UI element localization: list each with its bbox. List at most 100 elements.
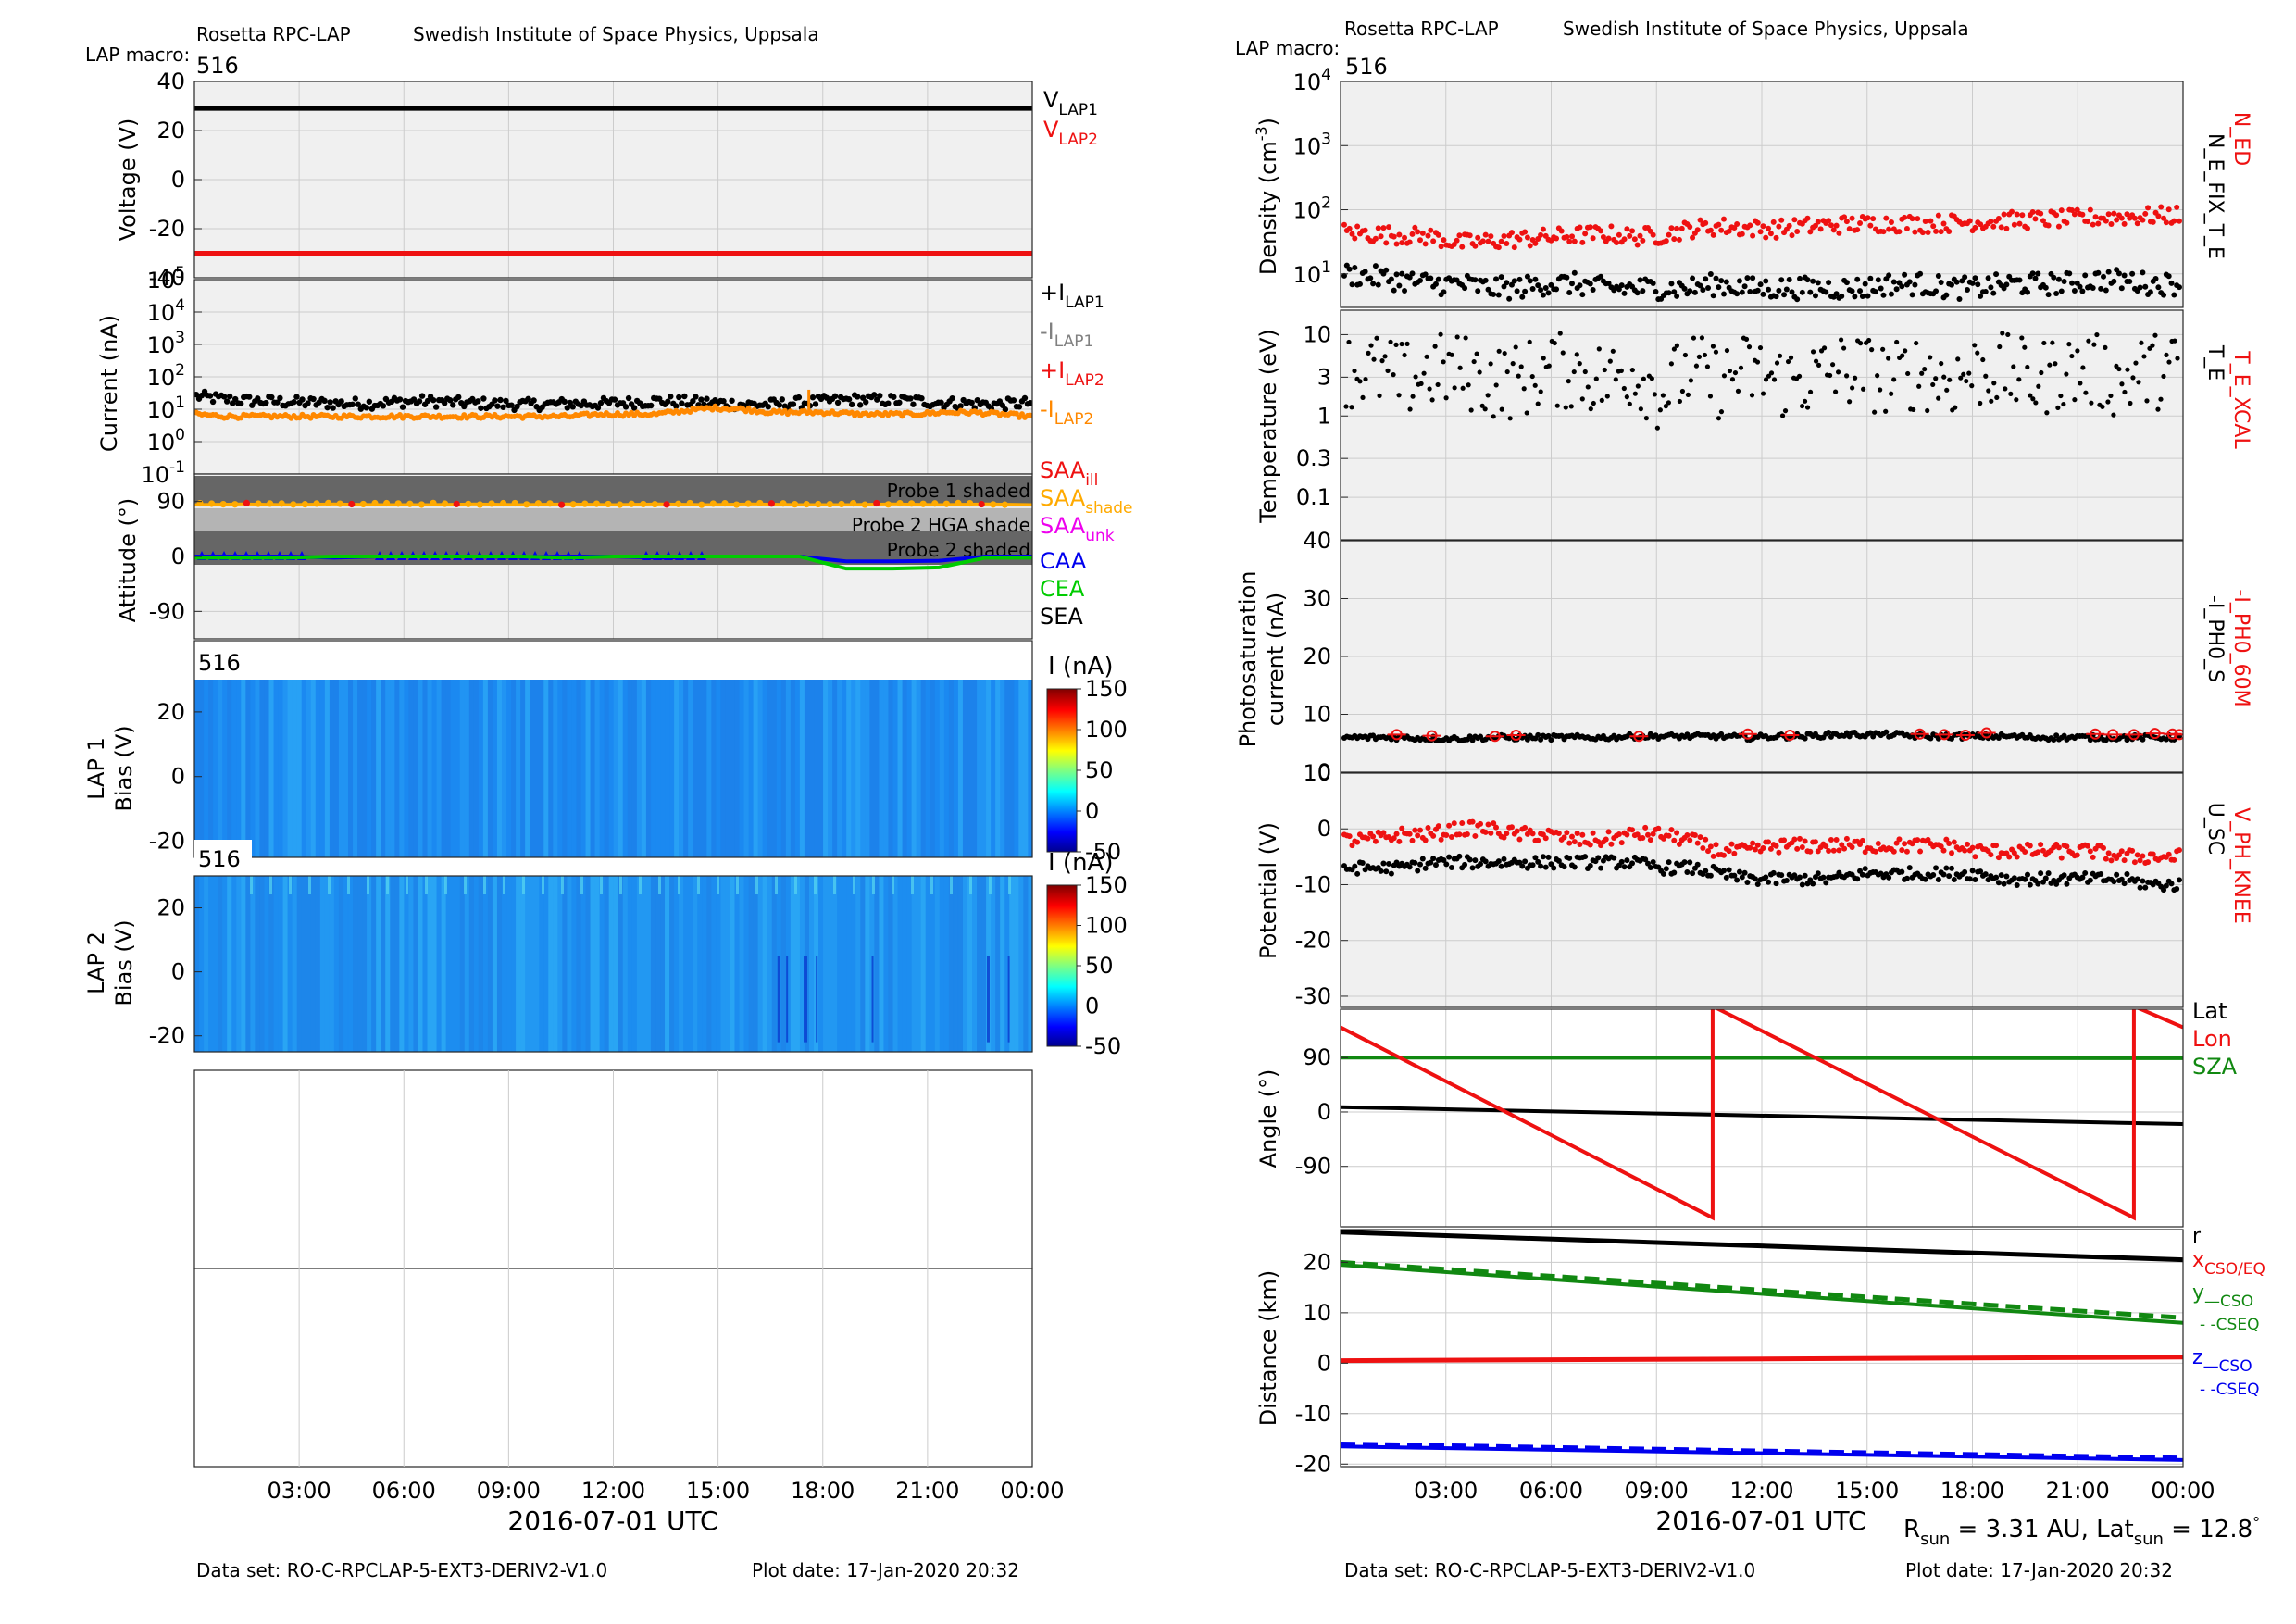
ytick-label: 0 (171, 543, 185, 569)
point-usc (1969, 868, 1976, 874)
point-usc (1752, 876, 1758, 882)
point-nefix (1637, 277, 1643, 283)
point-usc (1810, 881, 1816, 887)
point-te (2061, 401, 2066, 407)
point-ned (1817, 226, 1824, 232)
point-ned (1399, 240, 1405, 246)
heatmap-column (943, 876, 950, 1052)
point-nefix (2152, 276, 2159, 282)
right-dataset: Data set: RO-C-RPCLAP-5-EXT3-DERIV2-V1.0 (1344, 1559, 1755, 1581)
heatmap-column (576, 876, 581, 1052)
point-te (1352, 368, 1357, 374)
point-iph0-60m (1784, 730, 1796, 741)
heatmap-column (865, 876, 870, 1052)
point-ilap1 (246, 394, 253, 400)
point-nefix (1703, 276, 1709, 282)
point-ned (1454, 237, 1460, 244)
point-nefix (1736, 278, 1742, 284)
point-ned (1933, 228, 1940, 234)
point-te (1880, 346, 1886, 352)
point-nefix (1356, 281, 1363, 287)
heatmap-column (636, 680, 643, 857)
point-ned (2064, 219, 2070, 226)
point-vphknee (1940, 847, 1947, 854)
point-vphknee (1629, 827, 1636, 833)
point-te (1916, 383, 1922, 389)
heatmap-column (492, 876, 498, 1052)
point-te (1953, 405, 1958, 410)
point-ned (1998, 224, 2004, 231)
ytick-label: 20 (1303, 1249, 1331, 1275)
point-nefix (1747, 289, 1753, 295)
lap1-macro-box (194, 641, 252, 680)
point-ned (1694, 227, 1701, 233)
heatmap-column (869, 680, 875, 857)
point-usc (2121, 881, 2128, 887)
point-usc (2014, 882, 2020, 889)
point-vphknee (1640, 835, 1646, 842)
point-nefix (1902, 271, 1908, 278)
point-usc (1498, 863, 1504, 869)
point-te (2100, 404, 2105, 409)
point-usc (1993, 874, 2000, 881)
heatmap-column (245, 876, 251, 1052)
point-ned (1627, 232, 1633, 239)
point-nefix (1890, 279, 1897, 285)
legend-entry: CAA (1040, 548, 1087, 574)
point-te (1771, 377, 1778, 382)
point-nefix (2140, 269, 2146, 276)
point-vphknee (1574, 831, 1580, 837)
heatmap-column (511, 876, 517, 1052)
point-nefix (1783, 286, 1790, 293)
point-ned (1846, 226, 1853, 232)
point-ned (1966, 218, 1973, 224)
point-saa (243, 499, 250, 506)
point-saa (325, 499, 332, 507)
point-te (1432, 344, 1438, 349)
point-nefix (1781, 292, 1788, 298)
point-vphknee (1655, 825, 1662, 831)
point-usc (1736, 868, 1742, 875)
point-te (2011, 364, 2016, 369)
heatmap-column (706, 680, 712, 857)
point-te (1479, 403, 1485, 408)
point-iph0-60m (1741, 728, 1753, 740)
heatmap-column (576, 680, 581, 857)
point-ilap1 (795, 394, 803, 401)
heatmap-column (264, 876, 269, 1052)
point-nefix (1852, 294, 1858, 300)
heatmap-column (669, 680, 675, 857)
heatmap-column (487, 680, 493, 857)
heatmap-column (315, 876, 320, 1052)
heatmap-highlight (1008, 876, 1011, 894)
point-nefix (1535, 282, 1541, 289)
heatmap-column (571, 680, 577, 857)
point-usc (1642, 856, 1649, 863)
heatmap-column (618, 680, 623, 857)
point-usc (1600, 857, 1606, 864)
point-te (1853, 375, 1858, 381)
point-vphknee (2027, 843, 2033, 849)
point-nefix (1618, 282, 1625, 289)
point-te (1349, 405, 1354, 410)
point-vphknee (1859, 837, 1866, 843)
heatmap-highlight (619, 876, 622, 894)
point-usc (1982, 871, 1989, 878)
point-te (1610, 348, 1616, 354)
point-vphknee (1710, 853, 1716, 859)
point-usc (2168, 881, 2175, 887)
ytick-label: 0 (171, 167, 185, 193)
heatmap-column (780, 876, 786, 1052)
point-te (2103, 344, 2108, 350)
point-ilap1 (896, 399, 903, 406)
point-vphknee (1422, 837, 1429, 843)
point-nefix (1859, 293, 1866, 299)
point-te (2069, 353, 2075, 359)
right-institute: Swedish Institute of Space Physics, Upps… (1563, 18, 1969, 40)
point-saa (1001, 501, 1008, 508)
heatmap-column (967, 876, 973, 1052)
ytick-label: 1 (1317, 403, 1331, 429)
potential-panel: 100-10-20-30 Potential (V) V_PH_KNEE U_S… (1255, 760, 2252, 1009)
point-nefix (1493, 276, 1499, 282)
point-ned (2171, 218, 2177, 224)
